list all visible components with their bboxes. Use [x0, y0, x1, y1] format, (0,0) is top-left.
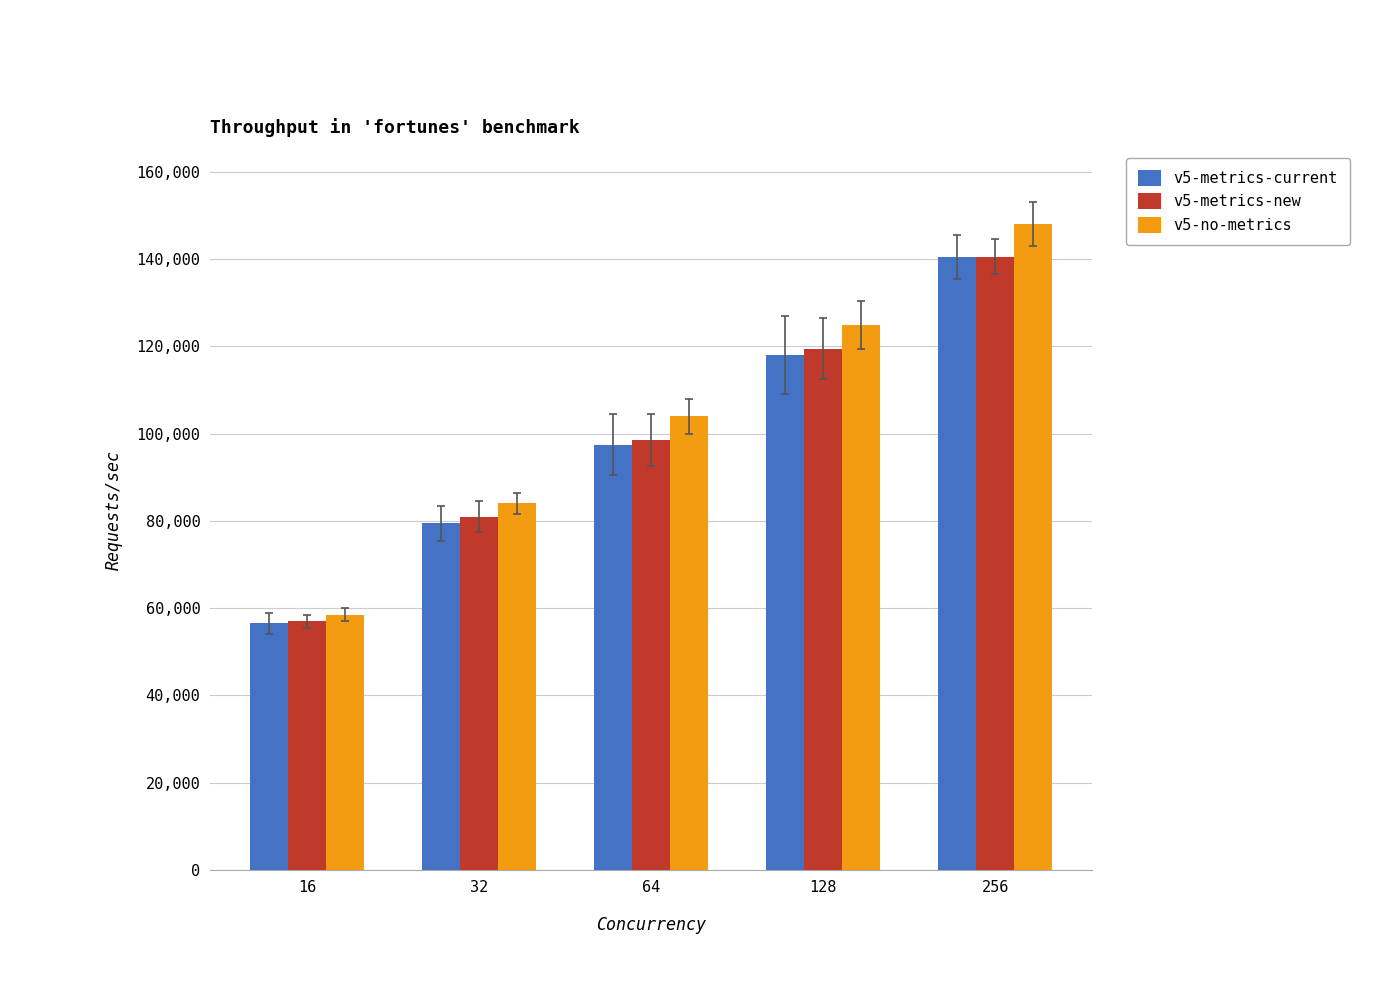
Y-axis label: Requests/sec: Requests/sec — [105, 450, 123, 570]
Bar — [498, 503, 536, 870]
Bar — [804, 349, 841, 870]
Bar — [766, 355, 804, 870]
Text: Throughput in 'fortunes' benchmark: Throughput in 'fortunes' benchmark — [210, 118, 580, 137]
X-axis label: Concurrency: Concurrency — [596, 916, 706, 934]
Bar — [423, 523, 461, 870]
Bar — [631, 440, 671, 870]
Bar — [251, 623, 288, 870]
Bar — [938, 257, 976, 870]
Bar — [461, 517, 498, 870]
Bar — [288, 621, 326, 870]
Bar — [671, 416, 708, 870]
Legend: v5-metrics-current, v5-metrics-new, v5-no-metrics: v5-metrics-current, v5-metrics-new, v5-n… — [1126, 158, 1350, 245]
Bar — [594, 445, 631, 870]
Bar — [326, 615, 364, 870]
Bar — [841, 325, 879, 870]
Bar — [976, 257, 1014, 870]
Bar — [1014, 224, 1051, 870]
